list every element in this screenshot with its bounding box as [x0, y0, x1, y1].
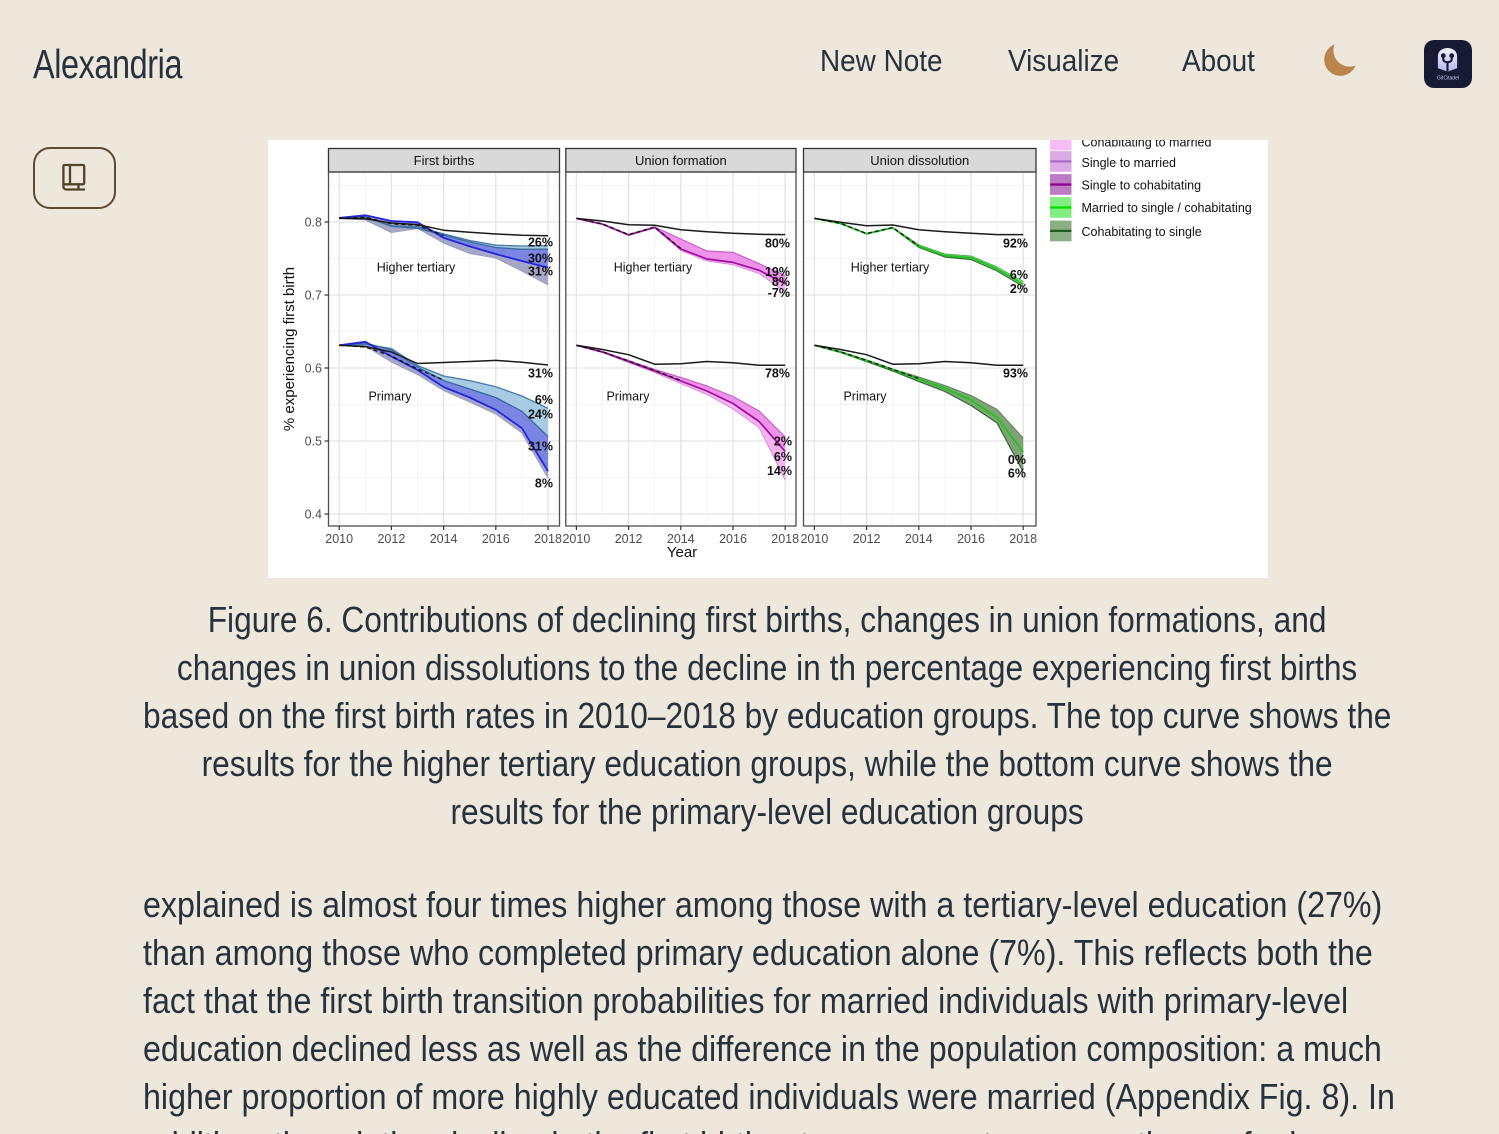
svg-text:Single to married: Single to married [1082, 156, 1177, 170]
svg-text:2016: 2016 [957, 532, 985, 546]
svg-text:Higher tertiary: Higher tertiary [377, 261, 456, 275]
svg-text:2014: 2014 [667, 532, 695, 546]
svg-text:8%: 8% [535, 477, 553, 491]
svg-text:Higher tertiary: Higher tertiary [614, 261, 693, 275]
svg-text:0.5: 0.5 [305, 435, 322, 449]
svg-text:2018: 2018 [1009, 532, 1037, 546]
svg-text:Primary: Primary [843, 390, 887, 404]
svg-text:80%: 80% [765, 236, 790, 250]
svg-text:-7%: -7% [768, 286, 790, 300]
svg-text:% experiencing first birth: % experiencing first birth [281, 267, 298, 431]
svg-text:93%: 93% [1003, 367, 1028, 381]
svg-text:19%: 19% [765, 265, 790, 279]
svg-text:2016: 2016 [719, 532, 747, 546]
svg-text:26%: 26% [528, 236, 553, 250]
svg-text:2018: 2018 [771, 532, 799, 546]
svg-text:Year: Year [667, 544, 697, 561]
svg-text:8%: 8% [772, 275, 790, 289]
svg-text:31%: 31% [528, 265, 553, 279]
svg-text:6%: 6% [535, 393, 553, 407]
svg-text:2016: 2016 [482, 532, 510, 546]
svg-text:0.6: 0.6 [305, 362, 322, 376]
svg-text:First births: First births [414, 153, 475, 168]
svg-text:0.8: 0.8 [305, 216, 322, 230]
svg-text:30%: 30% [528, 252, 553, 266]
svg-text:Higher tertiary: Higher tertiary [851, 261, 930, 275]
svg-text:6%: 6% [1008, 467, 1026, 481]
svg-text:2014: 2014 [430, 532, 458, 546]
svg-text:2010: 2010 [562, 532, 590, 546]
svg-text:6%: 6% [1010, 268, 1028, 282]
svg-text:0%: 0% [1008, 453, 1026, 467]
svg-text:Primary: Primary [368, 390, 412, 404]
svg-text:Married to single / cohabitati: Married to single / cohabitating [1082, 201, 1252, 215]
svg-text:0.4: 0.4 [305, 508, 322, 522]
svg-text:92%: 92% [1003, 236, 1028, 250]
svg-text:0.7: 0.7 [305, 289, 322, 303]
svg-text:2010: 2010 [800, 532, 828, 546]
svg-text:2010: 2010 [325, 532, 353, 546]
svg-text:31%: 31% [528, 367, 553, 381]
svg-text:2%: 2% [1010, 282, 1028, 296]
svg-text:Single to cohabitating: Single to cohabitating [1082, 179, 1202, 193]
svg-text:Cohabitating to married: Cohabitating to married [1082, 140, 1212, 150]
svg-text:24%: 24% [528, 408, 553, 422]
svg-text:2012: 2012 [615, 532, 643, 546]
svg-text:2012: 2012 [377, 532, 405, 546]
svg-text:2018: 2018 [534, 532, 562, 546]
svg-text:Cohabitating to single: Cohabitating to single [1082, 225, 1202, 239]
svg-text:31%: 31% [528, 440, 553, 454]
svg-text:78%: 78% [765, 367, 790, 381]
svg-text:2014: 2014 [905, 532, 933, 546]
svg-text:Union dissolution: Union dissolution [870, 153, 969, 168]
svg-text:6%: 6% [774, 450, 792, 464]
svg-text:GitCitadel: GitCitadel [1437, 76, 1459, 82]
svg-text:2012: 2012 [853, 532, 881, 546]
svg-text:Union formation: Union formation [635, 153, 727, 168]
svg-text:Primary: Primary [606, 390, 650, 404]
svg-text:14%: 14% [767, 464, 792, 478]
svg-text:2%: 2% [774, 434, 792, 448]
